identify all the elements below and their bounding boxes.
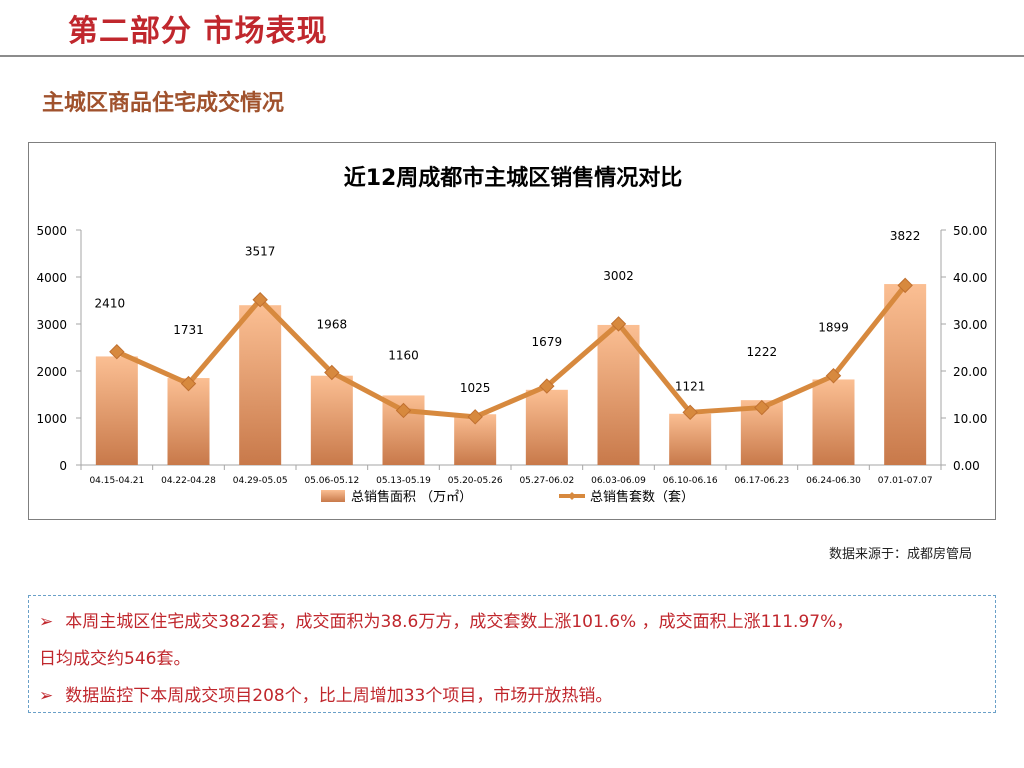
summary-line-3: ➢ 数据监控下本周成交项目208个，比上周增加33个项目，市场开放热销。	[39, 678, 985, 715]
right-tick-label: 30.00	[953, 318, 987, 332]
x-tick-label: 07.01-07.07	[878, 476, 933, 486]
left-tick-label: 5000	[36, 224, 67, 238]
x-tick-label: 04.22-04.28	[161, 476, 216, 486]
data-label: 3517	[245, 245, 276, 259]
x-tick-label: 04.15-04.21	[89, 476, 144, 486]
arrow-bullet-icon: ➢	[39, 686, 54, 706]
x-tick-label: 05.06-05.12	[304, 476, 359, 486]
x-tick-label: 06.24-06.30	[806, 476, 861, 486]
line-series-units	[114, 282, 908, 420]
legend-bar-label: 总销售面积 （万㎡）	[351, 489, 472, 505]
summary-box: ➢ 本周主城区住宅成交3822套，成交面积为38.6万方，成交套数上涨101.6%…	[28, 595, 996, 713]
data-label: 1025	[460, 381, 491, 395]
summary-line-1: ➢ 本周主城区住宅成交3822套，成交面积为38.6万方，成交套数上涨101.6%…	[39, 604, 985, 641]
line-point-marker	[324, 364, 340, 381]
data-label: 1899	[818, 321, 849, 335]
x-tick-label: 05.20-05.26	[448, 476, 503, 486]
line-point-marker	[539, 378, 555, 394]
data-source-note: 数据来源于：成都房管局	[828, 547, 972, 562]
right-tick-label: 0.00	[953, 459, 980, 473]
bar-area	[597, 324, 640, 465]
x-tick-label: 05.13-05.19	[376, 476, 431, 486]
left-tick-label: 4000	[36, 271, 67, 285]
data-label: 1731	[173, 323, 204, 337]
x-tick-label: 06.10-06.16	[663, 476, 718, 486]
data-label: 2410	[95, 297, 126, 311]
bar-area	[669, 413, 712, 465]
line-point-marker	[682, 404, 698, 421]
bar-area	[167, 378, 210, 465]
line-point-marker	[467, 409, 483, 425]
bar-area	[812, 379, 855, 465]
data-label: 1121	[675, 379, 706, 393]
bar-area	[95, 356, 138, 465]
bar-area	[239, 305, 282, 465]
section-title: 主城区商品住宅成交情况	[42, 91, 285, 116]
legend-line-label: 总销售套数（套）	[590, 489, 694, 505]
title-divider	[0, 55, 1024, 57]
summary-text-2: 日均成交约546套。	[39, 649, 191, 669]
summary-text-1: 本周主城区住宅成交3822套，成交面积为38.6万方，成交套数上涨101.6% …	[65, 612, 854, 632]
line-point-marker	[252, 291, 268, 308]
line-point-marker	[754, 399, 770, 416]
line-point-marker	[395, 402, 412, 419]
line-point-marker	[109, 344, 125, 360]
line-point-marker	[897, 277, 913, 294]
left-tick-label: 0	[59, 459, 67, 473]
data-label: 1222	[747, 345, 778, 359]
x-tick-label: 05.27-06.02	[519, 476, 574, 486]
data-label: 3002	[603, 269, 634, 283]
page-title: 第二部分 市场表现	[68, 14, 328, 49]
sales-chart: 近12周成都市主城区销售情况对比 0 1000 2000 3000 4000 5000 0.0…	[36, 165, 987, 505]
left-tick-label: 3000	[36, 318, 67, 332]
x-tick-label: 04.29-05.05	[233, 476, 288, 486]
line-point-marker	[610, 316, 627, 332]
chart-container: 近12周成都市主城区销售情况对比 0 1000 2000 3000 4000 5000 0.0…	[28, 142, 996, 520]
data-label: 1679	[532, 335, 563, 349]
right-tick-label: 40.00	[953, 271, 987, 285]
data-label: 1160	[388, 348, 419, 362]
chart-title: 近12周成都市主城区销售情况对比	[344, 165, 683, 191]
line-point-marker	[825, 368, 842, 384]
right-tick-label: 20.00	[953, 365, 987, 379]
left-tick-label: 2000	[36, 365, 67, 379]
legend-bar-swatch	[321, 490, 345, 502]
summary-text-3: 数据监控下本周成交项目208个，比上周增加33个项目，市场开放热销。	[65, 686, 613, 706]
bar-area	[525, 389, 568, 465]
x-tick-label: 06.03-06.09	[591, 476, 646, 486]
right-tick-label: 10.00	[953, 412, 987, 426]
right-tick-label: 50.00	[953, 224, 987, 238]
legend-line-marker	[568, 492, 576, 500]
data-label: 1968	[317, 318, 348, 332]
arrow-bullet-icon: ➢	[39, 612, 54, 632]
bar-area	[884, 284, 927, 465]
summary-line-2: 日均成交约546套。	[39, 641, 985, 678]
x-tick-label: 06.17-06.23	[734, 476, 789, 486]
data-label: 3822	[890, 229, 921, 243]
bar-area	[310, 375, 353, 465]
left-tick-label: 1000	[36, 412, 67, 426]
line-point-marker	[180, 375, 197, 392]
